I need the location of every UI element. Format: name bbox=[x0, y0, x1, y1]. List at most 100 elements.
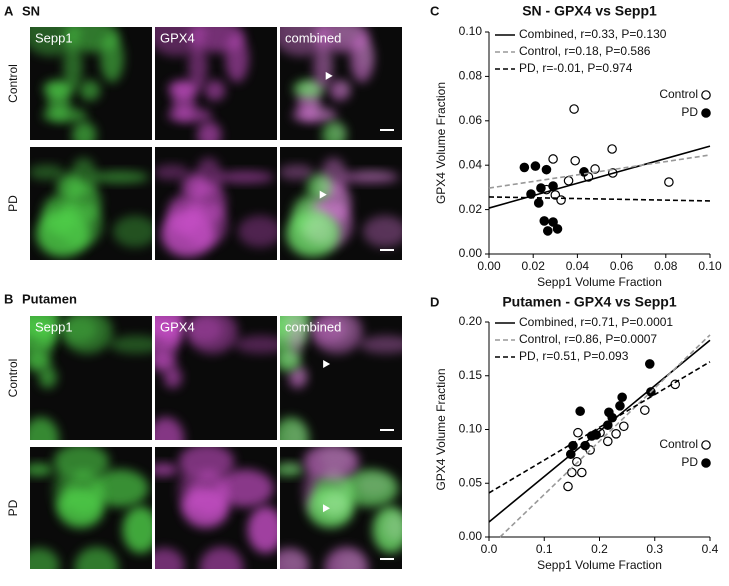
cell-overlay bbox=[283, 350, 300, 364]
arrowhead bbox=[323, 360, 331, 369]
legend-marker bbox=[701, 108, 711, 118]
arrowhead bbox=[325, 71, 333, 80]
fit-line bbox=[488, 145, 711, 209]
column-label: combined bbox=[285, 319, 341, 334]
fit-line bbox=[488, 361, 711, 494]
cell bbox=[215, 171, 274, 184]
data-point bbox=[573, 427, 583, 438]
data-point bbox=[590, 164, 600, 174]
data-point bbox=[577, 467, 587, 478]
data-point bbox=[615, 401, 625, 411]
cell bbox=[122, 506, 152, 554]
y-axis-label: GPX4 Volume Fraction bbox=[434, 368, 448, 490]
cell bbox=[30, 348, 51, 372]
data-point bbox=[575, 406, 585, 417]
panel-letter: C bbox=[430, 3, 440, 18]
micrograph-texture bbox=[280, 157, 403, 258]
cell bbox=[234, 335, 277, 354]
cell bbox=[247, 506, 277, 554]
data-point bbox=[548, 217, 558, 227]
micrograph-texture bbox=[30, 27, 124, 140]
cell-overlay bbox=[283, 462, 302, 471]
data-point bbox=[579, 167, 589, 177]
cell bbox=[188, 43, 208, 90]
y-tick-label: 0.05 bbox=[459, 475, 483, 489]
cell bbox=[185, 316, 223, 343]
cell bbox=[60, 316, 98, 343]
row-label: PD bbox=[6, 499, 20, 516]
legend-marker bbox=[701, 90, 711, 100]
x-tick-label: 0.4 bbox=[702, 542, 719, 556]
data-point bbox=[611, 428, 621, 439]
x-axis-label: Sepp1 Volume Fraction bbox=[537, 275, 662, 289]
data-point bbox=[567, 467, 577, 478]
cell-overlay bbox=[357, 473, 392, 497]
data-point bbox=[539, 216, 550, 226]
x-tick-label: 0.10 bbox=[698, 259, 722, 273]
data-point bbox=[572, 456, 582, 467]
data-point bbox=[541, 164, 552, 175]
data-point bbox=[530, 161, 541, 171]
cell-overlay bbox=[374, 336, 406, 347]
micrograph-texture bbox=[280, 316, 406, 440]
cell-overlay bbox=[290, 165, 311, 174]
cell bbox=[155, 348, 176, 372]
cell bbox=[155, 164, 190, 180]
panel-letter: B bbox=[4, 291, 13, 306]
y-tick-label: 0.10 bbox=[459, 24, 483, 38]
x-tick-label: 0.0 bbox=[481, 542, 498, 556]
micrograph-texture bbox=[30, 157, 152, 258]
chart-title: Putamen - GPX4 vs Sepp1 bbox=[502, 294, 676, 310]
fit-line bbox=[488, 154, 711, 189]
cell bbox=[161, 210, 215, 258]
micrograph-texture bbox=[280, 447, 402, 569]
cell bbox=[90, 171, 149, 184]
cell bbox=[197, 121, 222, 140]
data-point bbox=[533, 198, 544, 208]
data-point bbox=[536, 183, 546, 193]
cell bbox=[288, 319, 305, 354]
cell bbox=[182, 487, 230, 528]
y-tick-label: 0.10 bbox=[459, 422, 483, 436]
cell bbox=[155, 547, 185, 569]
cell bbox=[362, 215, 402, 248]
legend-label: Control, r=0.86, P=0.0007 bbox=[519, 332, 657, 346]
x-tick-label: 0.2 bbox=[591, 542, 608, 556]
cell bbox=[112, 215, 152, 248]
legend-marker bbox=[701, 458, 711, 468]
x-tick-label: 0.06 bbox=[610, 259, 634, 273]
micrograph-texture bbox=[155, 316, 277, 440]
micrograph-texture bbox=[30, 447, 152, 569]
x-tick-label: 0.04 bbox=[566, 259, 590, 273]
y-tick-label: 0.00 bbox=[459, 246, 483, 260]
x-tick-label: 0.02 bbox=[522, 259, 546, 273]
cell bbox=[72, 121, 97, 140]
cell bbox=[199, 546, 244, 569]
column-label: GPX4 bbox=[160, 30, 195, 45]
cell-overlay bbox=[376, 219, 403, 238]
data-point bbox=[519, 162, 530, 173]
fit-line bbox=[488, 196, 711, 202]
y-axis-label: GPX4 Volume Fraction bbox=[434, 82, 448, 204]
cell bbox=[181, 174, 208, 201]
data-point bbox=[619, 421, 629, 432]
x-axis-label: Sepp1 Volume Fraction bbox=[537, 558, 662, 572]
cell bbox=[359, 335, 402, 354]
x-tick-label: 0.00 bbox=[477, 259, 501, 273]
cell bbox=[38, 366, 57, 389]
cell bbox=[30, 463, 54, 477]
cell-overlay bbox=[337, 81, 351, 94]
legend-label: PD, r=-0.01, P=0.974 bbox=[519, 61, 633, 75]
legend-marker bbox=[701, 440, 711, 450]
cell bbox=[30, 164, 65, 180]
cell bbox=[237, 215, 277, 248]
cell bbox=[216, 469, 274, 508]
data-point bbox=[644, 359, 655, 369]
arrowhead bbox=[319, 190, 327, 199]
cell bbox=[168, 80, 199, 98]
y-tick-label: 0.08 bbox=[459, 69, 483, 83]
data-point bbox=[570, 155, 580, 166]
cell-overlay bbox=[330, 162, 346, 185]
legend-label: Control, r=0.18, P=0.586 bbox=[519, 44, 651, 58]
